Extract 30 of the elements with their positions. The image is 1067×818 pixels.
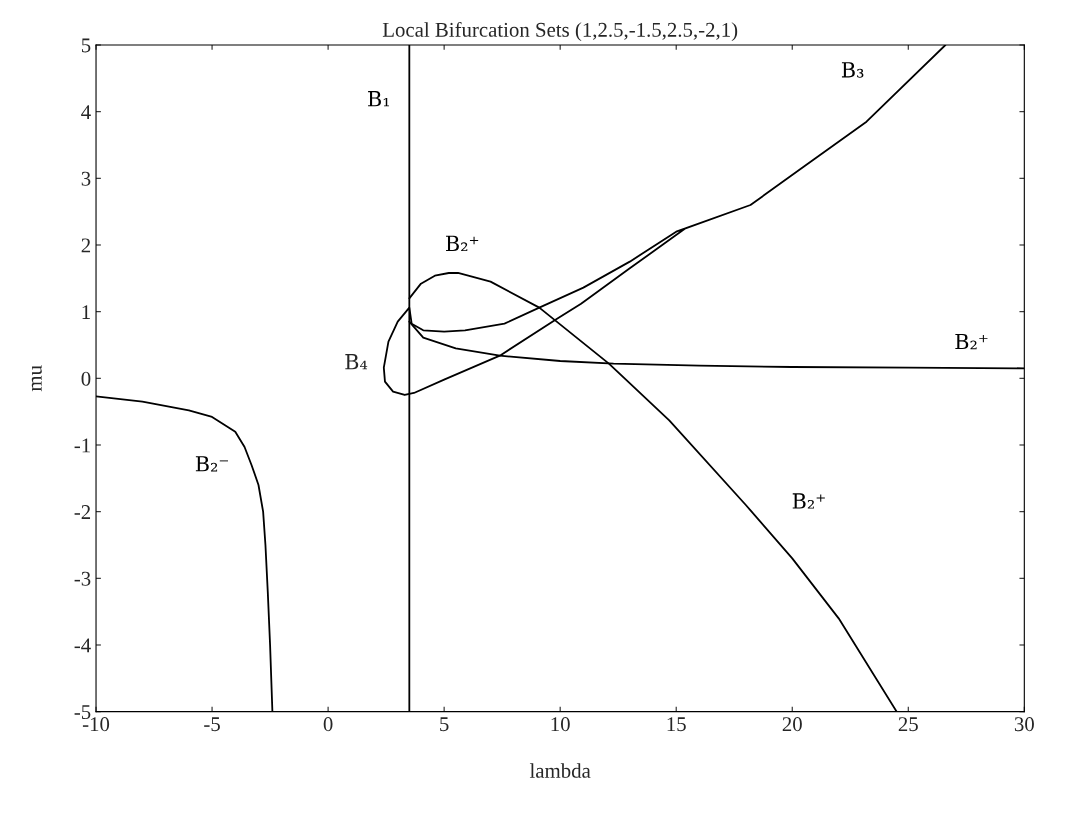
x-axis-title: lambda xyxy=(529,763,591,778)
series-label: B₂⁺ xyxy=(446,235,479,252)
y-tick-label: -2 xyxy=(74,505,91,519)
chart-title: Local Bifurcation Sets (1,2.5,-1.5,2.5,-2,1) xyxy=(382,21,738,42)
y-tick-label: 1 xyxy=(82,305,90,319)
y-tick-label: -5 xyxy=(74,705,91,720)
series-label: B₃ xyxy=(841,62,864,78)
annotation: B₄ xyxy=(345,354,368,370)
x-tick-label: 15 xyxy=(667,717,686,732)
y-tick-label: 0 xyxy=(81,371,91,386)
x-tick-label: -5 xyxy=(204,717,220,732)
y-tick-label: 5 xyxy=(81,38,91,53)
x-tick-label: 10 xyxy=(551,717,570,732)
y-tick-label: -1 xyxy=(74,438,90,453)
x-tick-label: 30 xyxy=(1014,717,1034,732)
x-tick-label: -10 xyxy=(82,717,110,732)
x-tick-label: 20 xyxy=(782,717,802,732)
y-tick-label: 3 xyxy=(81,171,91,186)
y-axis-title: mu xyxy=(31,365,42,392)
y-tick-label: 2 xyxy=(81,238,91,253)
series-label: B₁ xyxy=(368,91,389,107)
y-tick-label: -4 xyxy=(74,638,91,653)
series-label: B₂⁺ xyxy=(955,333,988,350)
x-tick-label: 25 xyxy=(898,717,918,732)
y-tick-label: -3 xyxy=(74,571,91,586)
text: B₂⁺ xyxy=(792,493,825,509)
x-tick-label: 5 xyxy=(440,717,449,732)
x-tick-label: 0 xyxy=(323,717,333,732)
series-label: B₂⁻ xyxy=(195,456,228,472)
y-tick-label: 4 xyxy=(81,105,91,119)
